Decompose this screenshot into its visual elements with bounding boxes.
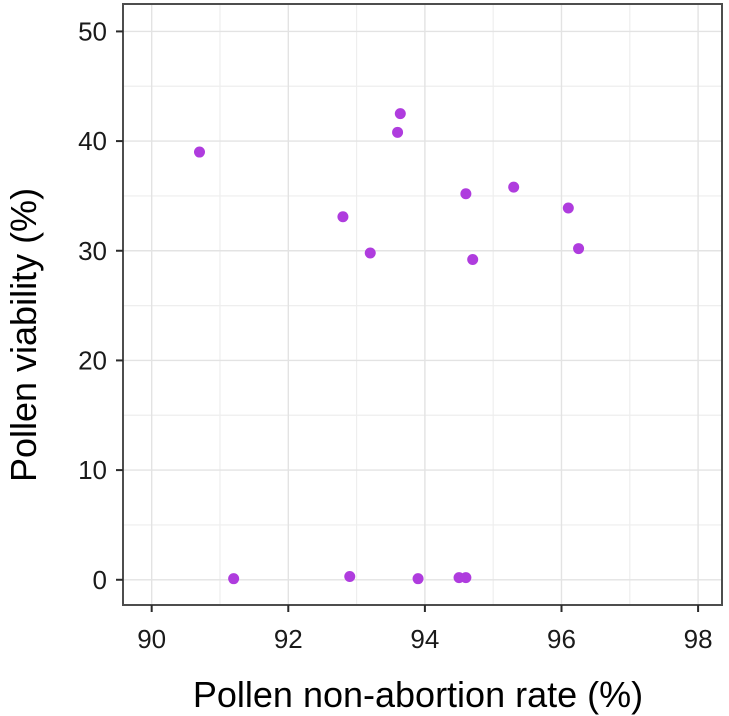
data-point xyxy=(460,572,472,584)
data-point xyxy=(392,126,404,138)
data-point xyxy=(193,146,205,158)
x-axis-title: Pollen non-abortion rate (%) xyxy=(193,674,643,715)
data-point xyxy=(344,570,356,582)
data-points xyxy=(193,108,585,585)
x-tick-label: 92 xyxy=(274,624,303,654)
y-tick-label: 0 xyxy=(93,565,107,595)
panel-border xyxy=(122,3,723,606)
y-tick-label: 10 xyxy=(78,455,107,485)
data-point xyxy=(508,181,520,193)
x-axis-ticks xyxy=(150,605,700,612)
x-tick-label: 90 xyxy=(137,624,166,654)
gridlines-minor xyxy=(123,4,722,605)
y-axis-title: Pollen viability (%) xyxy=(3,188,44,482)
data-point xyxy=(337,211,349,223)
data-point xyxy=(460,188,472,200)
data-point xyxy=(562,202,574,214)
data-point xyxy=(412,573,424,585)
y-tick-label: 30 xyxy=(78,236,107,266)
gridlines-major xyxy=(123,4,722,605)
data-point xyxy=(573,243,585,255)
y-tick-label: 20 xyxy=(78,345,107,375)
data-point xyxy=(394,108,406,120)
plot-panel-background xyxy=(123,4,722,605)
y-tick-labels: 0 10 20 30 40 50 xyxy=(78,16,107,594)
data-point xyxy=(364,247,376,259)
y-tick-label: 40 xyxy=(78,126,107,156)
x-tick-label: 94 xyxy=(410,624,439,654)
y-axis-ticks xyxy=(116,30,123,581)
x-tick-labels: 90 92 94 96 98 xyxy=(137,624,712,654)
x-tick-label: 98 xyxy=(684,624,713,654)
x-tick-label: 96 xyxy=(547,624,576,654)
y-tick-label: 50 xyxy=(78,16,107,46)
data-point xyxy=(467,254,479,266)
data-point xyxy=(228,573,240,585)
